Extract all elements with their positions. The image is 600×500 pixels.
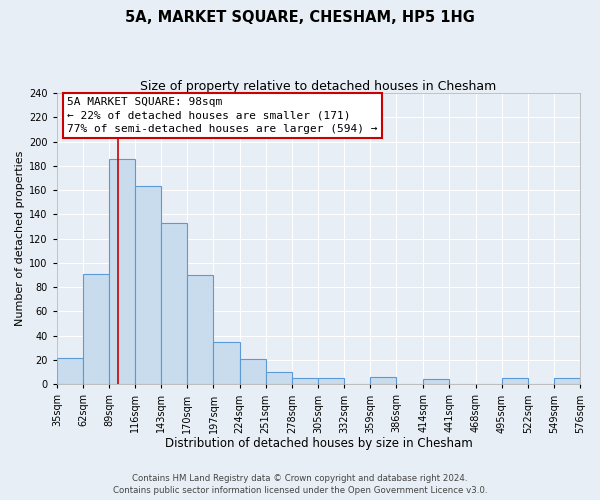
Text: 5A, MARKET SQUARE, CHESHAM, HP5 1HG: 5A, MARKET SQUARE, CHESHAM, HP5 1HG: [125, 10, 475, 25]
Bar: [318, 378, 344, 384]
Bar: [502, 378, 528, 384]
Text: Contains HM Land Registry data © Crown copyright and database right 2024.
Contai: Contains HM Land Registry data © Crown c…: [113, 474, 487, 495]
Bar: [424, 380, 449, 384]
Bar: [239, 359, 266, 384]
Bar: [135, 186, 161, 384]
Bar: [266, 372, 292, 384]
Title: Size of property relative to detached houses in Chesham: Size of property relative to detached ho…: [140, 80, 497, 93]
Bar: [554, 378, 580, 384]
Bar: [161, 223, 187, 384]
Bar: [83, 274, 109, 384]
Bar: [370, 377, 396, 384]
Y-axis label: Number of detached properties: Number of detached properties: [15, 151, 25, 326]
Text: 5A MARKET SQUARE: 98sqm
← 22% of detached houses are smaller (171)
77% of semi-d: 5A MARKET SQUARE: 98sqm ← 22% of detache…: [67, 98, 378, 134]
X-axis label: Distribution of detached houses by size in Chesham: Distribution of detached houses by size …: [164, 437, 472, 450]
Bar: [57, 358, 83, 384]
Bar: [214, 342, 239, 384]
Bar: [292, 378, 318, 384]
Bar: [109, 158, 135, 384]
Bar: [187, 275, 214, 384]
